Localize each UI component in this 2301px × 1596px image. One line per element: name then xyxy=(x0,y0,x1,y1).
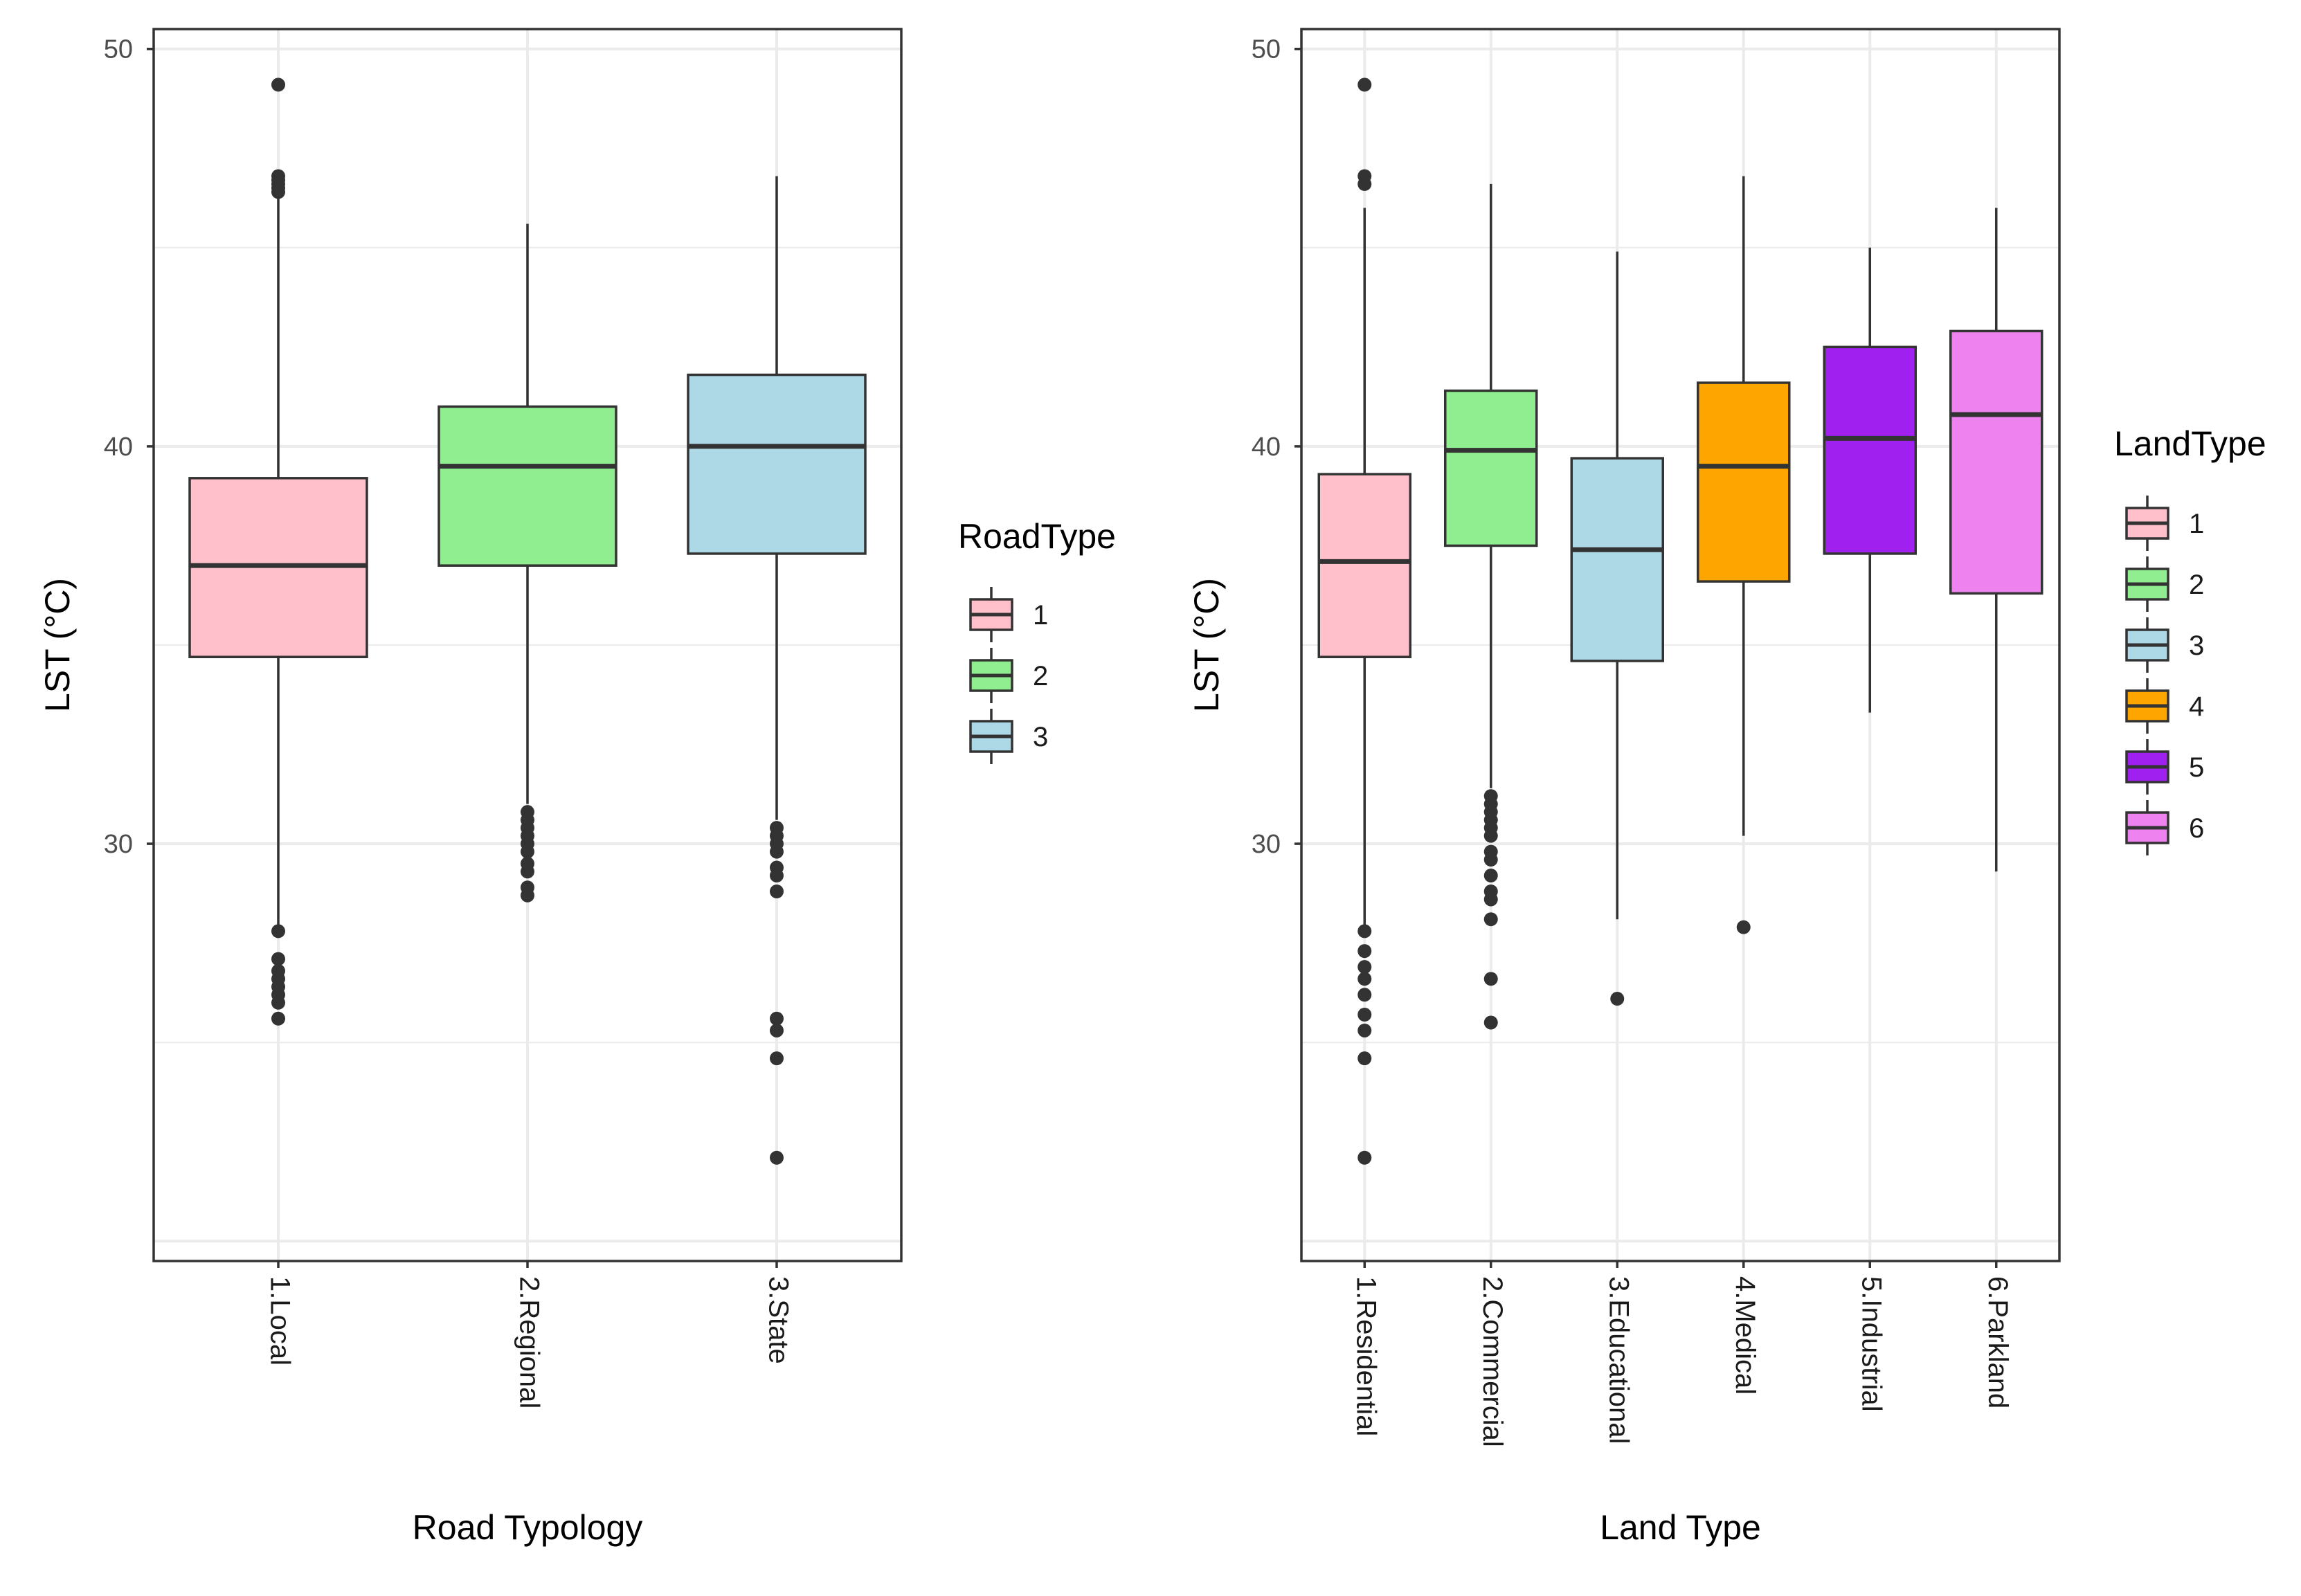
outlier-point xyxy=(1483,892,1498,907)
box-body xyxy=(1570,457,1664,662)
outlier-point xyxy=(1357,944,1372,959)
outlier-point xyxy=(271,1011,285,1026)
legend-item-5: 5 xyxy=(2125,739,2204,795)
legend-label: 4 xyxy=(2189,691,2204,722)
y-tick-label: 50 xyxy=(1252,35,1281,64)
outlier-point xyxy=(1610,992,1625,1006)
y-tick-label: 30 xyxy=(1252,830,1281,859)
outlier-point xyxy=(1483,828,1498,843)
outlier-point xyxy=(1357,924,1372,938)
outlier-point xyxy=(1483,972,1498,986)
legend-label: 1 xyxy=(1033,600,1048,631)
outlier-point xyxy=(770,1011,784,1026)
outlier-point xyxy=(271,78,285,92)
legend-item-6: 6 xyxy=(2125,800,2204,855)
x-tick-label: 1.Local xyxy=(264,1276,295,1366)
legend-label: 6 xyxy=(2189,813,2204,844)
y-axis-title: LST (°C) xyxy=(1187,578,1226,712)
x-tick-label: 1.Residential xyxy=(1351,1276,1382,1436)
y-axis-title: LST (°C) xyxy=(38,578,77,712)
outlier-point xyxy=(1483,869,1498,883)
outlier-point xyxy=(1357,1008,1372,1022)
box-3 xyxy=(687,176,867,1165)
box-body xyxy=(1317,473,1411,658)
x-tick-label: 2.Regional xyxy=(514,1276,544,1408)
outlier-point xyxy=(521,864,534,879)
legend-label: 2 xyxy=(2189,570,2204,600)
legend-label: 2 xyxy=(1033,661,1048,691)
legend-item-3: 3 xyxy=(969,709,1048,764)
box-body xyxy=(1949,329,2043,595)
box-4 xyxy=(1697,176,1791,934)
outlier-point xyxy=(271,924,285,938)
legend-item-2: 2 xyxy=(969,648,1048,703)
outlier-point xyxy=(770,1051,784,1066)
box-1 xyxy=(188,78,368,1026)
legend-label: 3 xyxy=(1033,722,1048,752)
outlier-point xyxy=(1483,912,1498,927)
x-axis-title: Land Type xyxy=(1600,1508,1761,1547)
outlier-point xyxy=(1357,1150,1372,1165)
legend-item-4: 4 xyxy=(2125,678,2204,734)
y-tick-label: 50 xyxy=(104,35,133,64)
box-body xyxy=(1697,381,1791,583)
x-axis-title: Road Typology xyxy=(413,1508,643,1547)
outlier-point xyxy=(1736,920,1751,934)
y-tick-label: 40 xyxy=(1252,433,1281,462)
outlier-point xyxy=(1357,972,1372,986)
box-body xyxy=(687,373,867,555)
outlier-point xyxy=(770,885,784,898)
legend-item-1: 1 xyxy=(969,587,1048,642)
legend: RoadType 1 2 3 xyxy=(958,517,1116,764)
panel-border xyxy=(1300,28,2061,1262)
legend-item-1: 1 xyxy=(2125,496,2204,551)
legend-title: RoadType xyxy=(958,517,1116,556)
outlier-point xyxy=(770,869,784,883)
outlier-point xyxy=(1483,1015,1498,1030)
box-body xyxy=(1823,345,1917,555)
x-tick-label: 4.Medical xyxy=(1730,1276,1760,1395)
box-2 xyxy=(1444,183,1538,1030)
outlier-point xyxy=(1357,960,1372,974)
outlier-point xyxy=(770,1150,784,1165)
outlier-point xyxy=(1483,853,1498,867)
legend-label: 5 xyxy=(2189,752,2204,783)
outlier-point xyxy=(1357,176,1372,191)
legend: LandType 1 2 3 4 5 6 xyxy=(2114,424,2266,855)
x-tick-label: 2.Commercial xyxy=(1477,1276,1508,1447)
box-body xyxy=(437,405,617,567)
legend-label: 1 xyxy=(2189,509,2204,539)
land-type-chart: 30 40 50 1.Residential 2.Commercial 3.Educati… xyxy=(1187,28,2266,1547)
outlier-point xyxy=(1357,1051,1372,1066)
y-tick-label: 30 xyxy=(104,830,133,859)
outlier-point xyxy=(770,1023,784,1037)
outlier-point xyxy=(271,952,285,966)
outlier-point xyxy=(770,844,784,859)
outlier-point xyxy=(521,888,534,903)
outlier-point xyxy=(1357,1023,1372,1037)
outlier-point xyxy=(271,995,285,1010)
box-5 xyxy=(1823,247,1917,713)
x-tick-label: 3.State xyxy=(763,1276,793,1364)
x-tick-label: 6.Parkland xyxy=(1983,1276,2013,1408)
box-2 xyxy=(437,224,617,903)
box-3 xyxy=(1570,251,1664,1006)
outlier-point xyxy=(1357,988,1372,1002)
box-6 xyxy=(1949,208,2043,872)
legend-title: LandType xyxy=(2114,424,2266,463)
legend-item-2: 2 xyxy=(2125,556,2204,612)
box-1 xyxy=(1317,78,1411,1165)
legend-label: 3 xyxy=(2189,631,2204,661)
outlier-point xyxy=(271,185,285,199)
x-tick-label: 3.Educational xyxy=(1604,1276,1634,1444)
x-tick-label: 5.Industrial xyxy=(1857,1276,1887,1412)
box-body xyxy=(1444,389,1538,547)
y-tick-label: 40 xyxy=(104,433,133,462)
legend-item-3: 3 xyxy=(2125,617,2204,673)
outlier-point xyxy=(1357,78,1372,92)
road-typology-chart: 30 40 50 1.Local 2.Regional 3.State Road Typol… xyxy=(38,28,1116,1547)
outlier-point xyxy=(521,844,534,859)
